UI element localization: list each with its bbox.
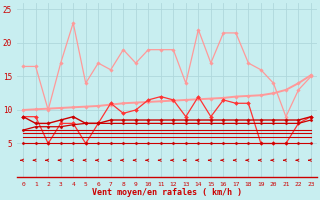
X-axis label: Vent moyen/en rafales ( km/h ): Vent moyen/en rafales ( km/h ): [92, 188, 242, 197]
